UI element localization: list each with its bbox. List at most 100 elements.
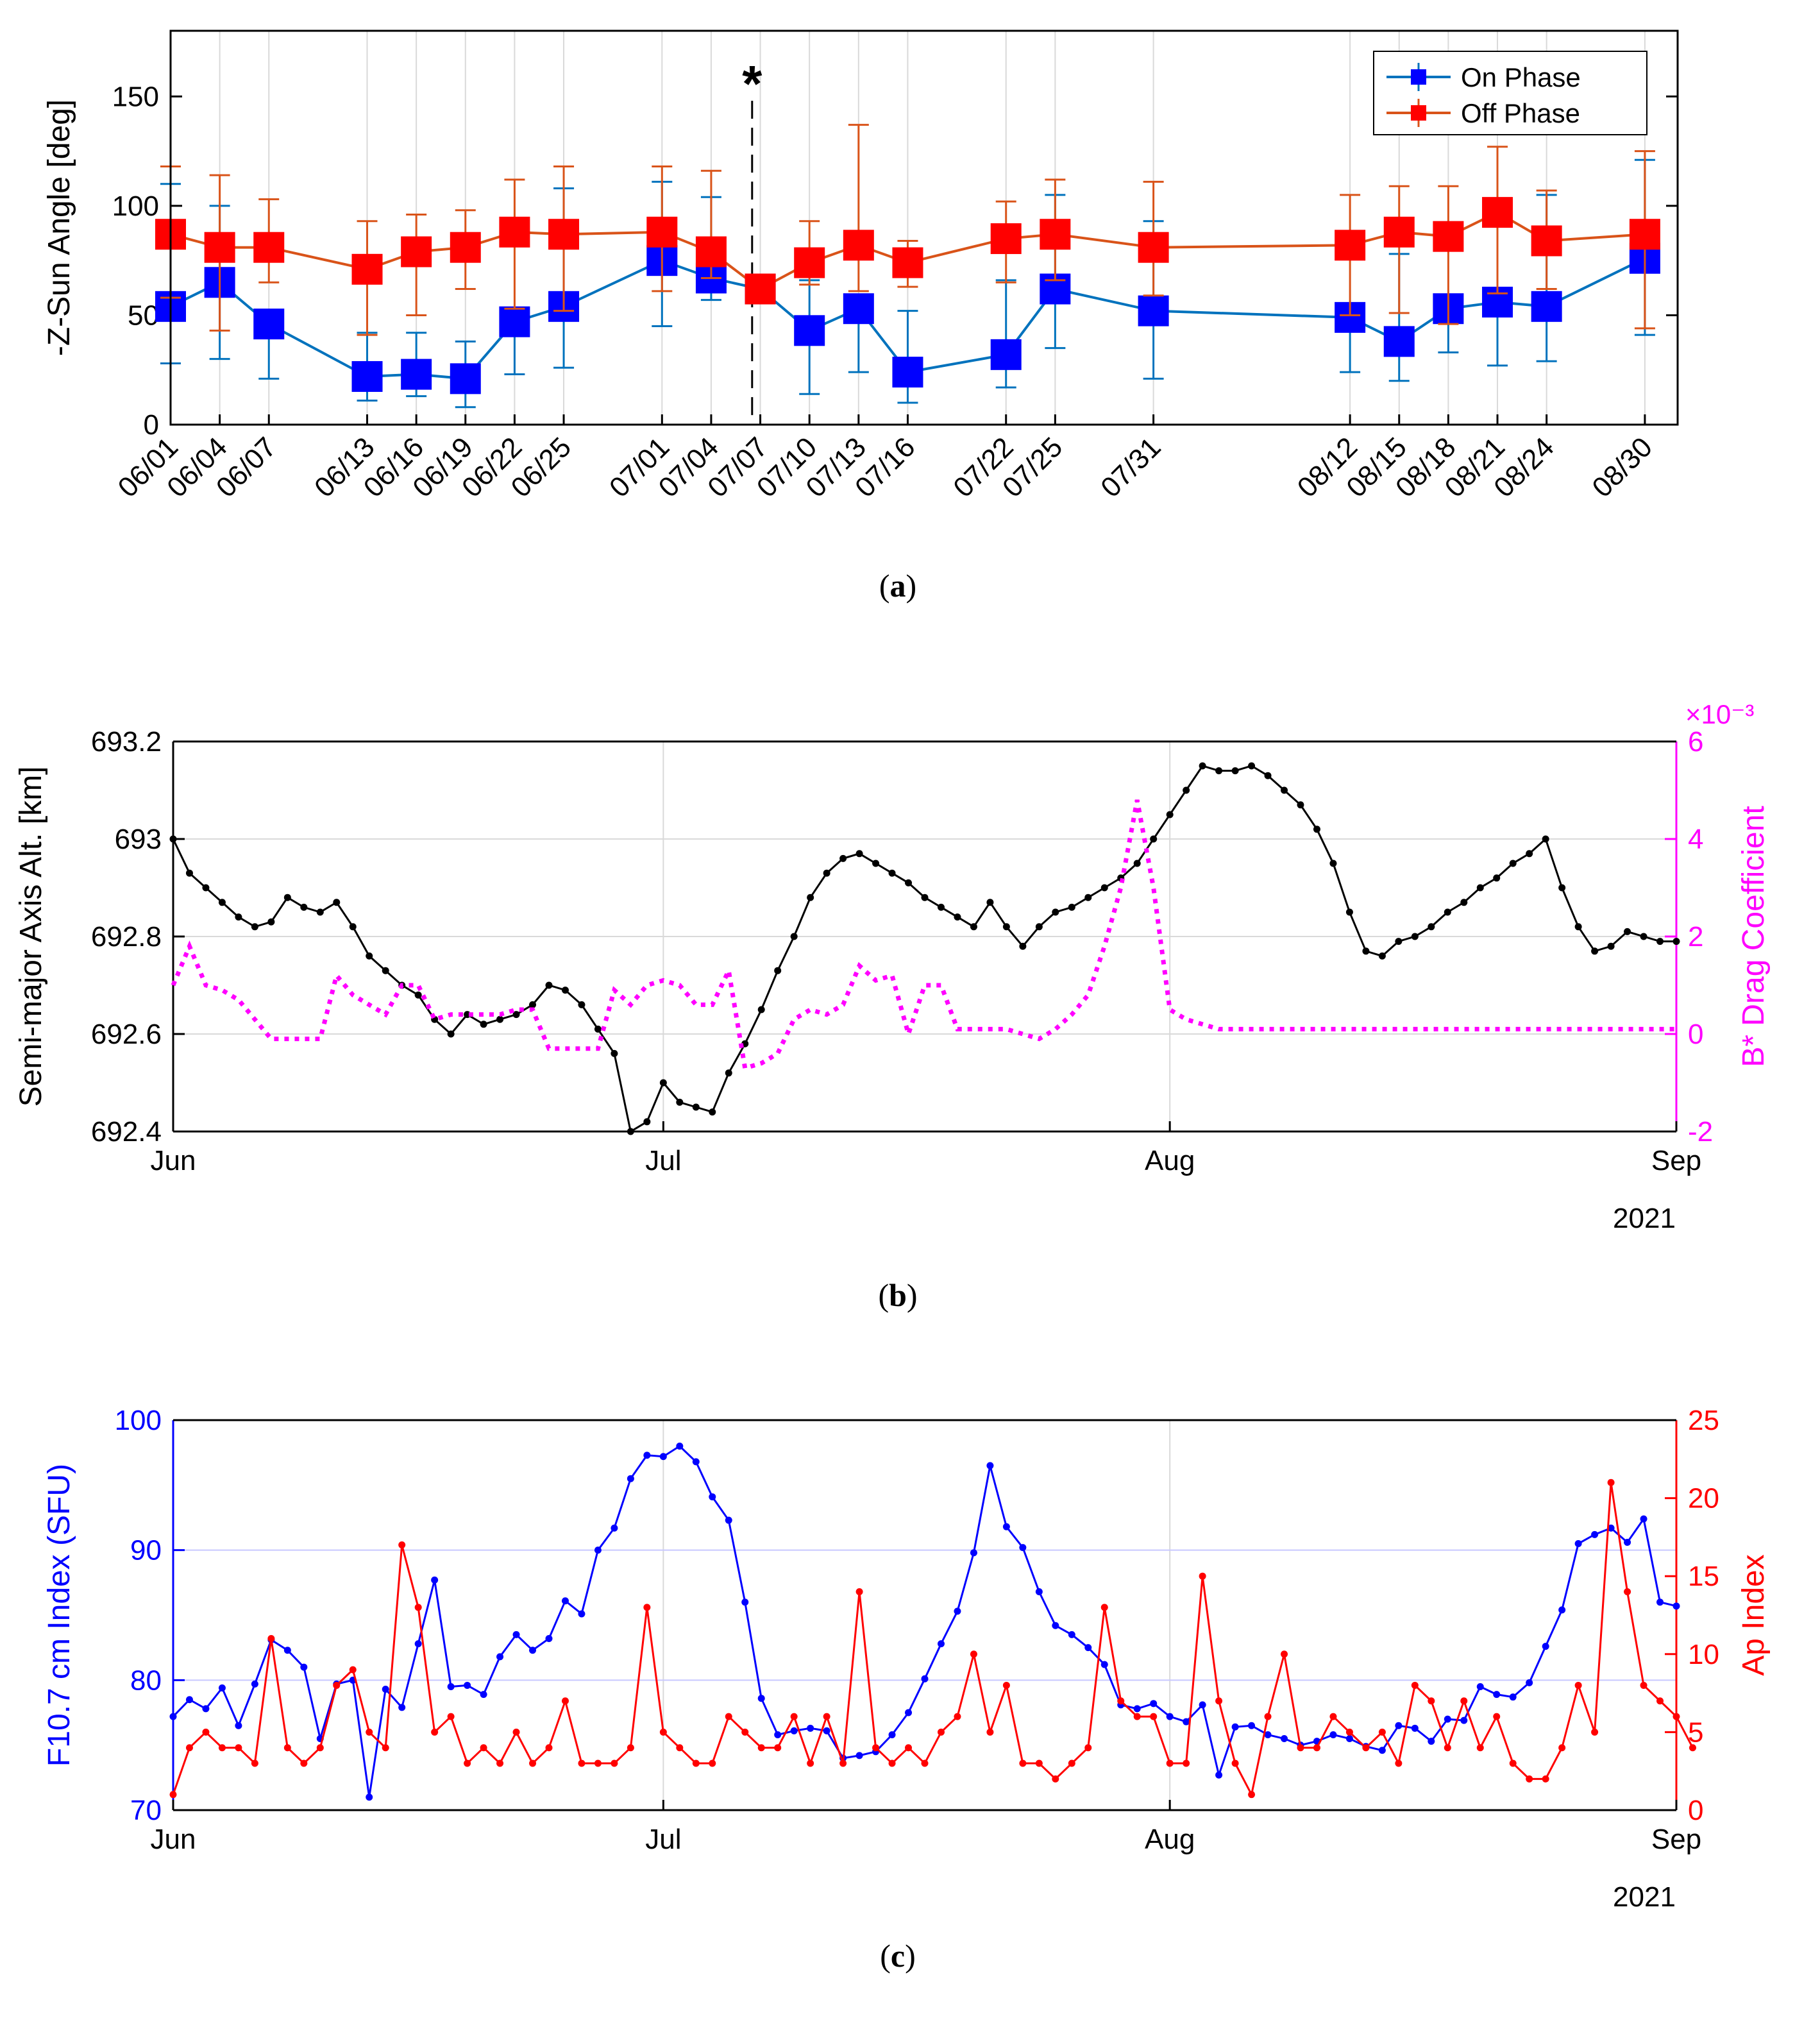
- ap-index-point: [1395, 1759, 1403, 1767]
- ap-index-point: [839, 1759, 847, 1767]
- ap-index-point: [545, 1744, 553, 1752]
- semi-major-axis-alt-point: [333, 899, 341, 906]
- semi-major-axis-alt-point: [251, 923, 258, 931]
- ap-index-point: [202, 1728, 210, 1736]
- ap-index-point: [774, 1744, 782, 1752]
- f10-7-cm-index-point: [1281, 1735, 1288, 1743]
- f10-7-cm-index-point: [1509, 1693, 1517, 1701]
- semi-major-axis-alt-point: [855, 850, 863, 858]
- ap-index-point: [643, 1604, 651, 1611]
- f10-7-cm-index-point: [398, 1704, 406, 1711]
- semi-major-axis-alt-point: [1640, 933, 1647, 940]
- semi-major-axis-alt-point: [1444, 908, 1451, 916]
- semi-major-axis-alt-point: [692, 1103, 700, 1111]
- ap-index-point: [1215, 1697, 1223, 1705]
- ap-index-point: [185, 1744, 193, 1752]
- ap-index-point: [398, 1541, 406, 1549]
- ap-index-point: [855, 1588, 863, 1596]
- semi-major-axis-alt-point: [1215, 767, 1223, 775]
- f10-7-cm-index-point: [1411, 1724, 1419, 1732]
- right-axis-label: B* Drag Coefficient: [1737, 806, 1771, 1067]
- ap-index-point: [1068, 1759, 1075, 1767]
- x-tick-label: Aug: [1145, 1145, 1195, 1176]
- semi-major-axis-alt-point: [1019, 942, 1027, 950]
- ap-index-point: [1624, 1588, 1631, 1596]
- ap-index-point: [578, 1759, 586, 1767]
- ap-index-point: [529, 1759, 537, 1767]
- f10-7-cm-index-point: [921, 1675, 929, 1682]
- semi-major-axis-alt-point: [954, 913, 961, 921]
- f10-7-cm-index-point: [578, 1610, 586, 1618]
- y-axis-label: -Z-Sun Angle [deg]: [42, 99, 76, 356]
- on-phase-marker: [1383, 326, 1415, 357]
- right-axis-exponent: ×10⁻³: [1685, 699, 1754, 729]
- y-tick-label: 100: [112, 191, 159, 222]
- f10-7-cm-index-point: [986, 1462, 994, 1470]
- off-phase-marker: [745, 273, 776, 305]
- semi-major-axis-alt-point: [839, 854, 847, 862]
- semi-major-axis-alt-point: [1297, 801, 1304, 809]
- f10-7-cm-index-point: [627, 1475, 634, 1482]
- off-phase-marker: [1482, 197, 1513, 228]
- ap-index-point: [594, 1759, 602, 1767]
- left-tick-label: 100: [115, 1405, 162, 1436]
- f10-7-cm-index-point: [366, 1793, 373, 1801]
- right-tick-label: 0: [1688, 1795, 1703, 1826]
- left-axis-label: F10.7 cm Index (SFU): [42, 1464, 76, 1767]
- ap-index-point: [1526, 1775, 1533, 1783]
- f10-7-cm-index-point: [905, 1709, 913, 1716]
- semi-major-axis-alt-point: [1591, 947, 1599, 955]
- ap-index-point: [1428, 1697, 1435, 1705]
- ap-index-point: [283, 1744, 291, 1752]
- ap-index-point: [1248, 1791, 1256, 1799]
- f10-7-cm-index-point: [774, 1731, 782, 1738]
- ap-index-point: [1199, 1572, 1206, 1580]
- y-tick-label: 50: [128, 300, 159, 331]
- f10-7-cm-index-point: [1526, 1679, 1533, 1686]
- ap-index-point: [1607, 1479, 1615, 1486]
- legend-marker-off: [1411, 105, 1426, 121]
- f10-7-cm-index-point: [757, 1695, 765, 1702]
- semi-major-axis-alt-point: [1264, 772, 1272, 779]
- ap-index-point: [627, 1744, 634, 1752]
- x-tick-label: 07/31: [1095, 431, 1167, 504]
- panel-b: 692.4 692.6 692.8 693 693.2 Semi-major Axis A…: [14, 699, 1771, 1234]
- ap-index-point: [676, 1744, 684, 1752]
- f10-7-cm-index-point: [1183, 1718, 1190, 1725]
- ap-index-point: [1297, 1744, 1304, 1752]
- ap-index-point: [725, 1713, 732, 1720]
- f10-7-cm-index-point: [1231, 1723, 1239, 1731]
- legend-marker-on: [1411, 69, 1426, 85]
- left-tick-label: 80: [130, 1665, 162, 1696]
- f10-7-cm-index-point: [1558, 1606, 1566, 1614]
- ap-index-point: [382, 1744, 389, 1752]
- ap-index-point: [823, 1713, 830, 1720]
- off-phase-marker: [351, 253, 383, 285]
- f10-7-cm-index-point: [1574, 1540, 1582, 1548]
- x-tick-label: 08/30: [1586, 431, 1658, 504]
- semi-major-axis-alt-point: [1673, 938, 1680, 945]
- semi-major-axis-alt-point: [1607, 942, 1615, 950]
- right-tick-label: 10: [1688, 1639, 1719, 1670]
- f10-7-cm-index-point: [1035, 1588, 1043, 1596]
- semi-major-axis-alt-point: [1133, 860, 1141, 867]
- semi-major-axis-alt-point: [545, 981, 553, 989]
- ap-index-point: [921, 1759, 929, 1767]
- semi-major-axis-alt-point: [1313, 826, 1320, 833]
- ap-index-point: [659, 1728, 667, 1736]
- ap-index-line: [172, 1482, 1694, 1798]
- ap-index-point: [1411, 1681, 1419, 1689]
- ap-index-point: [1444, 1744, 1451, 1752]
- semi-major-axis-alt-point: [1526, 850, 1533, 858]
- f10-7-cm-index-point: [1607, 1524, 1615, 1532]
- ap-index-point: [1281, 1650, 1288, 1658]
- left-axis-label: Semi-major Axis Alt. [km]: [14, 767, 48, 1107]
- semi-major-axis-alt-point: [1150, 835, 1158, 843]
- semi-major-axis-alt-point: [1476, 884, 1484, 892]
- semi-major-axis-alt-point: [1493, 874, 1501, 882]
- ap-index-point: [169, 1791, 177, 1799]
- f10-7-cm-index-point: [1656, 1598, 1664, 1606]
- caption-a: (a): [879, 568, 917, 604]
- f10-7-cm-index-point: [300, 1663, 308, 1671]
